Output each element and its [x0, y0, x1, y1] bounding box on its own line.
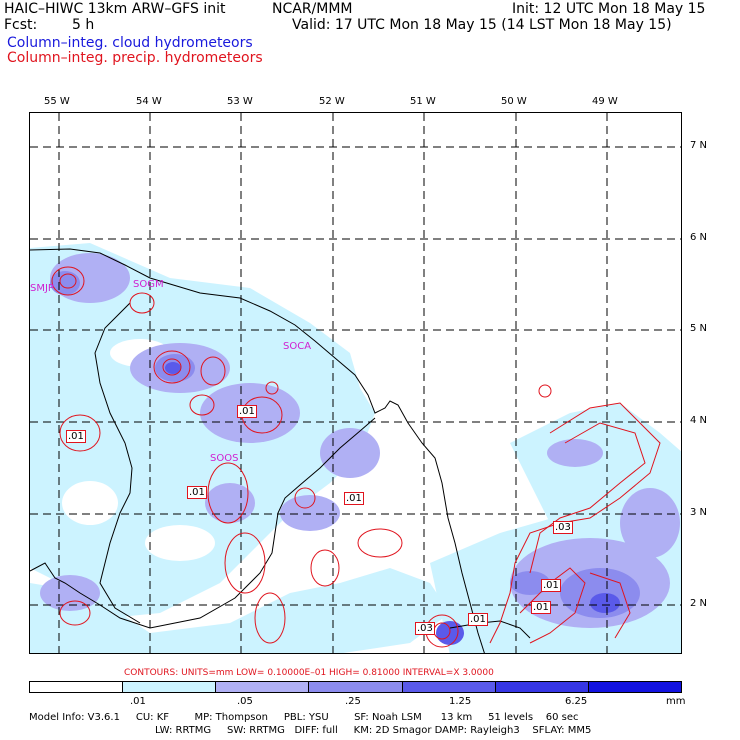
- model-info-line2: LW: RRTMG SW: RRTMG DIFF: full KM: 2D Sm…: [155, 725, 592, 736]
- colorbar-segment: [216, 682, 310, 692]
- contour-label: .01: [541, 579, 561, 592]
- lon-label-52w: 52 W: [319, 96, 345, 107]
- contour-label: .01: [531, 601, 551, 614]
- contour-info: CONTOURS: UNITS=mm LOW= 0.10000E–01 HIGH…: [124, 668, 494, 678]
- colorbar-segment: [30, 682, 124, 692]
- colorbar-segment: [402, 682, 496, 692]
- colorbar-units: mm: [666, 696, 686, 707]
- forecast-label: Fcst:: [4, 17, 38, 33]
- map-panel: SMJP SOGM SOCA SOOS .01 .01 .01 .01 .03 …: [29, 112, 682, 654]
- colorbar-label: .05: [237, 696, 253, 707]
- colorbar-label: .01: [130, 696, 146, 707]
- station-smjp: SMJP: [30, 283, 54, 294]
- lat-label-5n: 5 N: [690, 323, 708, 334]
- lat-label-6n: 6 N: [690, 232, 708, 243]
- lat-label-3n: 3 N: [690, 507, 708, 518]
- lon-label-51w: 51 W: [410, 96, 436, 107]
- lon-label-55w: 55 W: [44, 96, 70, 107]
- map-canvas: [30, 113, 681, 653]
- station-soos: SOOS: [210, 453, 239, 464]
- legend-cloud: Column–integ. cloud hydrometeors: [7, 35, 253, 51]
- colorbar: [29, 681, 682, 693]
- station-sogm: SOGM: [133, 279, 164, 290]
- lat-label-4n: 4 N: [690, 415, 708, 426]
- colorbar-segment: [588, 682, 681, 692]
- colorbar-label: .25: [345, 696, 361, 707]
- contour-label: .01: [468, 613, 488, 626]
- contour-label: .01: [66, 430, 86, 443]
- colorbar-label: 6.25: [565, 696, 588, 707]
- lon-label-53w: 53 W: [227, 96, 253, 107]
- model-info-line1: Model Info: V3.6.1 CU: KF MP: Thompson P…: [29, 712, 579, 723]
- legend-precip: Column–integ. precip. hydrometeors: [7, 50, 263, 66]
- contour-label: .01: [344, 492, 364, 505]
- contour-label: .03: [553, 521, 573, 534]
- valid-time: Valid: 17 UTC Mon 18 May 15 (14 LST Mon …: [292, 17, 672, 33]
- contour-label: .01: [187, 486, 207, 499]
- institution-label: NCAR/MMM: [272, 1, 353, 17]
- lon-label-50w: 50 W: [501, 96, 527, 107]
- forecast-hour: 5 h: [72, 17, 95, 33]
- colorbar-segment: [309, 682, 403, 692]
- lat-lon-grid: [30, 113, 681, 653]
- station-soca: SOCA: [283, 341, 312, 352]
- model-title: HAIC–HIWC 13km ARW–GFS init: [4, 1, 226, 17]
- contour-label: .03: [415, 622, 435, 635]
- lat-label-7n: 7 N: [690, 140, 708, 151]
- init-time: Init: 12 UTC Mon 18 May 15: [512, 1, 706, 17]
- colorbar-segment: [123, 682, 217, 692]
- colorbar-segment: [495, 682, 589, 692]
- lon-label-54w: 54 W: [136, 96, 162, 107]
- lon-label-49w: 49 W: [592, 96, 618, 107]
- colorbar-label: 1.25: [449, 696, 472, 707]
- contour-label: .01: [237, 405, 257, 418]
- lat-label-2n: 2 N: [690, 598, 708, 609]
